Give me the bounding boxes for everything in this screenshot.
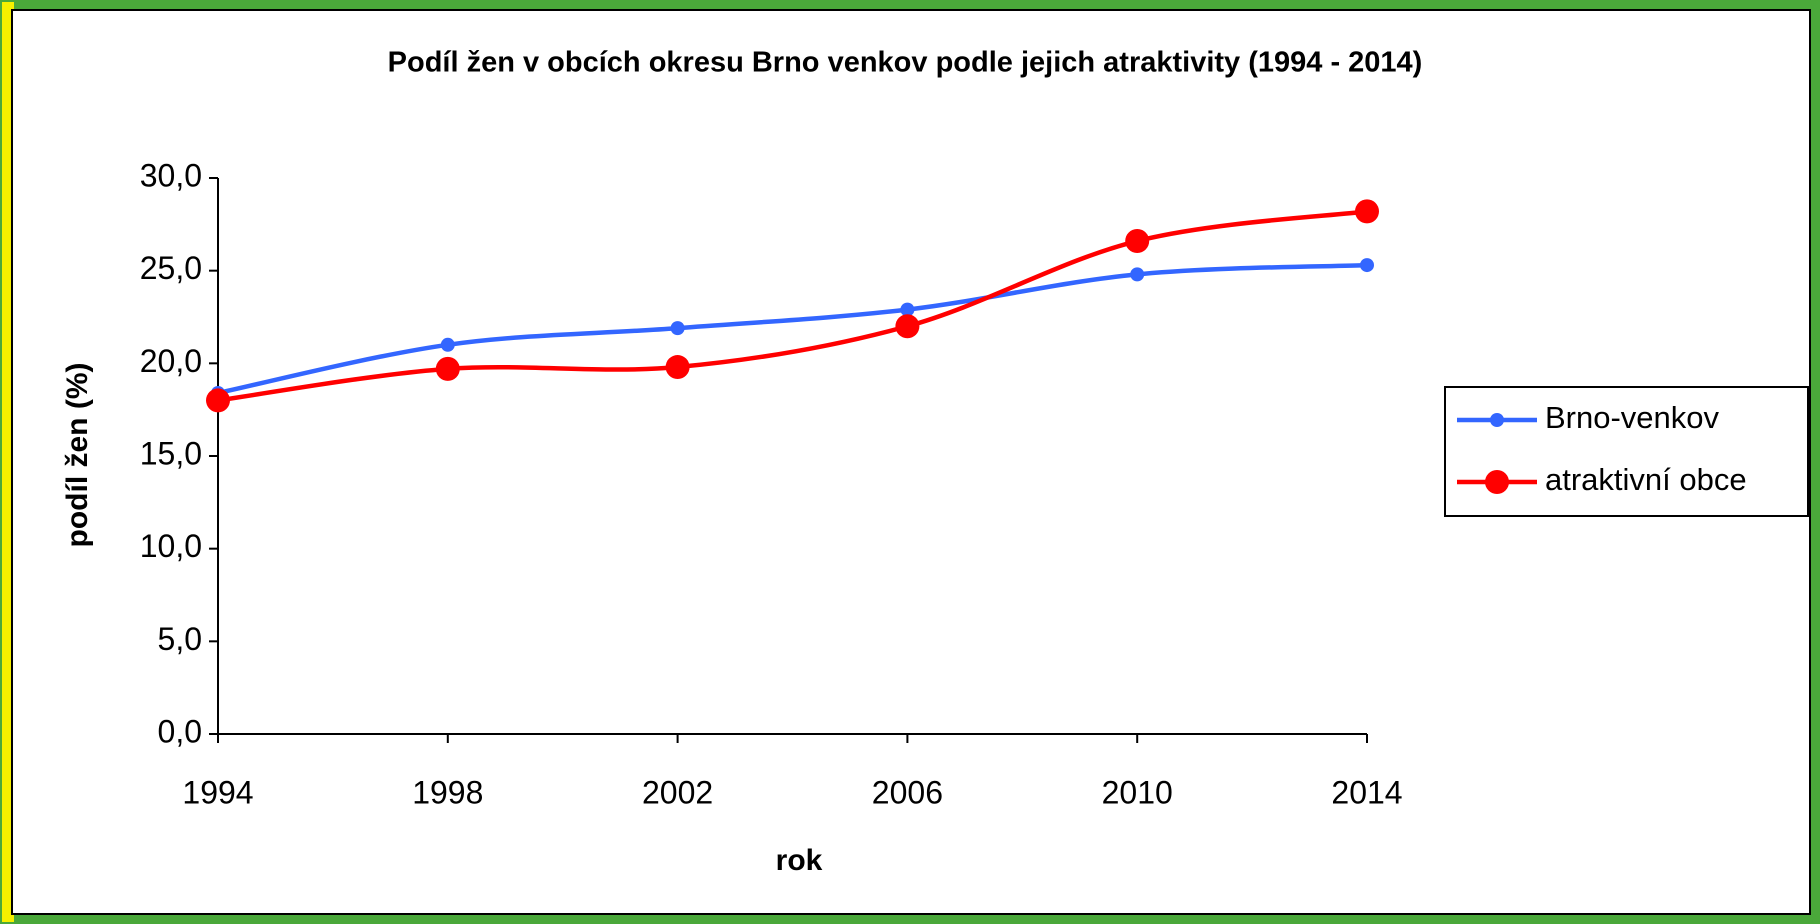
x-tick-label: 1998 (412, 774, 483, 810)
series-marker (435, 356, 460, 381)
series-marker (1125, 229, 1150, 254)
y-tick-label: 25,0 (140, 250, 202, 286)
x-tick-label: 2010 (1102, 774, 1173, 810)
y-tick-label: 10,0 (140, 528, 202, 564)
series-marker (895, 314, 920, 339)
series-marker (1360, 258, 1374, 273)
series-marker (670, 321, 685, 336)
legend-label: Brno-venkov (1545, 400, 1720, 435)
legend (1444, 386, 1809, 517)
series-marker (900, 302, 915, 317)
series-marker (1130, 267, 1145, 282)
chart-title: Podíl žen v obcích okresu Brno venkov po… (388, 47, 1423, 79)
y-tick-label: 15,0 (140, 435, 202, 471)
x-tick-label: 2002 (642, 774, 713, 810)
legend-marker (1485, 470, 1509, 494)
series-line (217, 209, 1368, 403)
series-marker (440, 337, 455, 352)
y-tick-label: 30,0 (140, 157, 202, 193)
y-tick-label: 0,0 (158, 713, 202, 749)
y-axis-label: podíl žen (%) (61, 363, 94, 548)
x-tick-label: 1994 (182, 774, 253, 810)
series-marker (1355, 199, 1379, 224)
x-tick-label: 2006 (872, 774, 943, 810)
x-axis-label: rok (776, 844, 823, 877)
x-tick-label: 2014 (1331, 774, 1402, 810)
y-tick-label: 20,0 (140, 343, 202, 379)
series-line (217, 262, 1368, 396)
legend-marker (1490, 413, 1504, 427)
series-marker (665, 355, 690, 380)
series-marker (206, 388, 230, 413)
y-tick-label: 5,0 (158, 621, 202, 657)
legend-label: atraktivní obce (1545, 462, 1747, 497)
